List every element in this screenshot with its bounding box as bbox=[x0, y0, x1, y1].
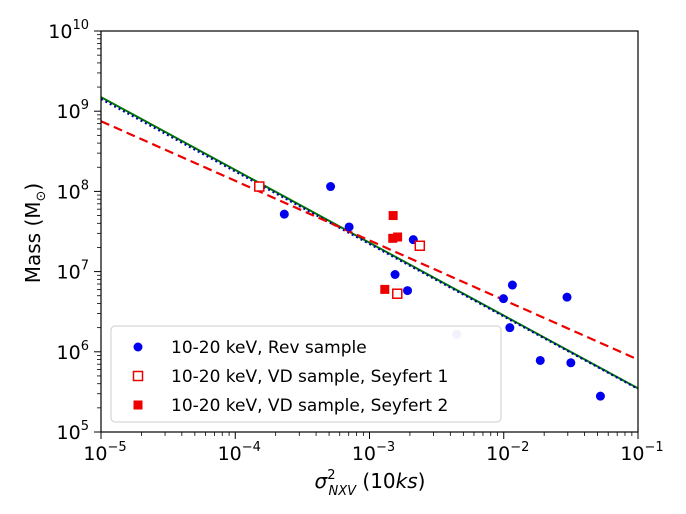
red-dashed-fit-line bbox=[100, 120, 639, 361]
x-tick-label-0: 10−5 bbox=[83, 440, 126, 465]
legend-label-seyfert2: 10-20 keV, VD sample, Seyfert 2 bbox=[171, 396, 448, 416]
x-tick-label-2: 10−3 bbox=[352, 440, 395, 465]
x-axis-label: σ2 NXV (10ks) bbox=[315, 468, 426, 499]
series-0-point-10 bbox=[535, 355, 545, 365]
series-2-point-2 bbox=[388, 233, 398, 243]
y-axis-label: Mass (M⊙) bbox=[21, 183, 49, 284]
y-tick-label-5: 1010 bbox=[48, 18, 89, 43]
series-0-point-13 bbox=[595, 391, 605, 401]
series-0-point-7 bbox=[498, 294, 508, 304]
series-2-point-0 bbox=[380, 284, 390, 294]
legend-box bbox=[110, 325, 502, 423]
x-tick-label-1: 10−4 bbox=[218, 440, 261, 465]
fit-lines bbox=[100, 96, 639, 390]
y-tick-label-3: 108 bbox=[57, 178, 89, 203]
series-0-point-12 bbox=[566, 358, 576, 368]
series-0-point-1 bbox=[326, 182, 336, 192]
y-tick-label-2: 107 bbox=[57, 259, 89, 284]
series-0-point-11 bbox=[562, 292, 572, 302]
x-tick-label-3: 10−2 bbox=[486, 440, 529, 465]
y-tick-label-1: 106 bbox=[57, 339, 89, 364]
series-0-point-3 bbox=[390, 270, 400, 280]
series-2-point-1 bbox=[388, 211, 398, 221]
legend-marker-seyfert1 bbox=[132, 370, 144, 382]
legend-label-rev: 10-20 keV, Rev sample bbox=[171, 338, 367, 358]
axis-ticks: 10−5 10−4 10−3 10−2 10−1 105 106 107 108 109 1010 bbox=[48, 18, 663, 465]
series-0-point-0 bbox=[279, 209, 289, 219]
series-1-point-0 bbox=[254, 181, 265, 192]
series-1-point-1 bbox=[392, 288, 403, 299]
legend-label-seyfert1: 10-20 keV, VD sample, Seyfert 1 bbox=[171, 367, 448, 387]
y-tick-label-4: 109 bbox=[57, 98, 89, 123]
series-2-point-3 bbox=[393, 232, 403, 242]
green-fit-line bbox=[100, 96, 639, 390]
blue-dotted-fit-line bbox=[100, 98, 639, 390]
x-tick-label-4: 10−1 bbox=[620, 440, 663, 465]
series-0-point-4 bbox=[403, 286, 413, 296]
legend-marker-rev bbox=[133, 342, 143, 352]
series-0-point-8 bbox=[505, 323, 515, 333]
legend-marker-seyfert2 bbox=[133, 400, 143, 410]
legend: 10-20 keV, Rev sample 10-20 keV, VD samp… bbox=[110, 325, 502, 423]
series-0-point-9 bbox=[507, 280, 517, 290]
y-tick-label-0: 105 bbox=[57, 419, 89, 444]
series-1-point-2 bbox=[414, 240, 426, 252]
series-0-point-2 bbox=[344, 222, 354, 232]
